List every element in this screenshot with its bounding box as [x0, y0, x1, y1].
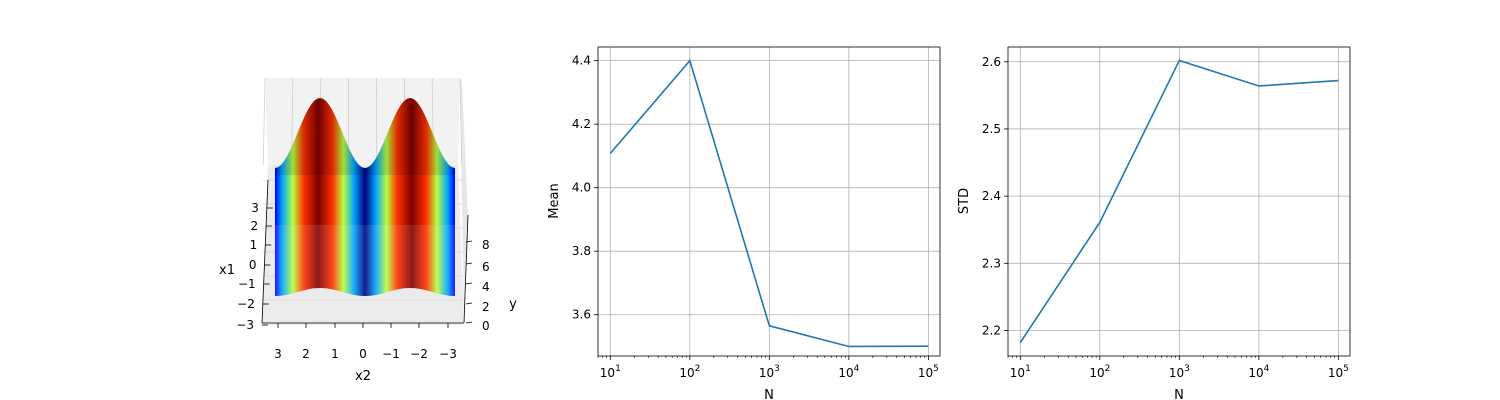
surface-3d-panel: −3 −2 −1 0 1 2 3 3 2 1 0 −1 −2 −3 0 2 4 6 8 x1 x2 y — [219, 77, 517, 384]
surface-z-tick-label: −2 — [237, 297, 255, 311]
std-x-tick-base: 10 — [1248, 366, 1263, 380]
surface-x-tick-label: −1 — [382, 347, 400, 361]
mean-y-tick-label: 3.6 — [572, 308, 591, 322]
std-x-tick-exponent: 2 — [1105, 364, 1111, 374]
mean-y-axis-label: Mean — [547, 183, 562, 218]
surface-y-tick — [465, 262, 473, 265]
surface-x-tick-label: −3 — [439, 347, 457, 361]
std-x-axis-label: N — [1174, 388, 1184, 400]
std-x-tick-base: 10 — [1010, 366, 1025, 380]
mean-y-tick-label: 4.2 — [572, 117, 591, 131]
surface-axes: −3 −2 −1 0 1 2 3 3 2 1 0 −1 −2 −3 0 2 4 6 8 — [236, 179, 490, 361]
surface-y-tick-label: 4 — [482, 280, 490, 294]
std-series-line — [1019, 59, 1339, 344]
surface-x-tick-label: 3 — [274, 347, 282, 361]
std-y-tick-label: 2.4 — [982, 189, 1001, 203]
std-gridlines — [1008, 47, 1350, 356]
surface-y-tick — [465, 321, 473, 324]
mean-x-tick-label: 102 — [679, 364, 700, 380]
surface-x-tick-label: 2 — [302, 347, 310, 361]
std-x-tick-base: 10 — [1328, 366, 1343, 380]
mean-x-tick-base: 10 — [600, 366, 615, 380]
std-x-tick-exponent: 3 — [1184, 364, 1190, 374]
std-x-tick-exponent: 1 — [1025, 364, 1031, 374]
mean-x-tick-base: 10 — [759, 366, 774, 380]
surface-back-gridline — [459, 77, 463, 166]
std-plot-frame — [1007, 46, 1351, 357]
std-x-tick-label: 105 — [1328, 364, 1349, 380]
surface-z-tick-label: 3 — [251, 201, 259, 215]
std-y-axis-label: STD — [957, 188, 972, 214]
mean-gridlines — [598, 47, 940, 356]
std-x-tick-label: 104 — [1248, 364, 1269, 380]
mean-y-tick-label: 4.4 — [572, 54, 591, 68]
mean-x-tick-exponent: 5 — [933, 364, 939, 374]
surface-y-tick-label: 0 — [482, 319, 490, 333]
mean-x-tick-label: 104 — [838, 364, 859, 380]
surface-y-tick — [465, 282, 473, 285]
x-axis-label: x2 — [355, 369, 371, 384]
surface-z-tick-label: −1 — [238, 277, 256, 291]
mean-x-tick-label: 101 — [600, 364, 621, 380]
mean-x-tick-exponent: 2 — [695, 364, 701, 374]
mean-x-axis-label: N — [764, 388, 774, 400]
surface-back-gridline — [262, 77, 266, 166]
surface-y-axis — [463, 214, 469, 324]
surface-z-tick-label: −3 — [236, 318, 254, 332]
mean-x-tick-label: 105 — [918, 364, 939, 380]
mean-x-tick-exponent: 1 — [615, 364, 621, 374]
std-x-tick-exponent: 4 — [1264, 364, 1270, 374]
std-x-tick-base: 10 — [1169, 366, 1184, 380]
std-y-tick-label: 2.2 — [982, 323, 1001, 337]
std-x-tick-exponent: 5 — [1343, 364, 1349, 374]
mean-x-tick-exponent: 4 — [854, 364, 860, 374]
surface-x-tick-label: 0 — [359, 347, 367, 361]
std-x-tick-label: 102 — [1089, 364, 1110, 380]
surface-y-tick — [465, 302, 473, 305]
y-axis-label: y — [509, 297, 517, 312]
mean-x-tick-exponent: 3 — [774, 364, 780, 374]
mean-x-tick-base: 10 — [679, 366, 694, 380]
std-x-tick-base: 10 — [1089, 366, 1104, 380]
z-axis-label: x1 — [219, 263, 235, 278]
surface-z-tick-label: 2 — [250, 219, 258, 233]
surface-z-axis — [261, 179, 269, 324]
std-x-tick-label: 103 — [1169, 364, 1190, 380]
surface-y-tick-label: 8 — [482, 238, 490, 252]
std-y-tick-label: 2.6 — [982, 55, 1001, 69]
surface-z-tick-label: 1 — [250, 238, 258, 252]
std-x-tick-label: 101 — [1010, 364, 1031, 380]
mean-y-tick-label: 4.0 — [572, 181, 591, 195]
surface-y-tick-label: 6 — [482, 260, 490, 274]
surface-highlight-bottom — [275, 225, 455, 296]
mean-x-tick-label: 103 — [759, 364, 780, 380]
std-y-tick-label: 2.3 — [982, 256, 1001, 270]
mean-x-tick-base: 10 — [838, 366, 853, 380]
mean-series-line — [609, 59, 929, 348]
surface-x-tick-label: −2 — [410, 347, 428, 361]
mean-plot-frame — [597, 46, 941, 357]
surface-z-tick-label: 0 — [249, 258, 257, 272]
mean-y-tick-label: 3.8 — [572, 244, 591, 258]
surface-x-tick-label: 1 — [331, 347, 339, 361]
surface-y-tick — [465, 240, 473, 243]
mean-x-tick-base: 10 — [918, 366, 933, 380]
std-y-tick-label: 2.5 — [982, 122, 1001, 136]
surface-y-tick-label: 2 — [482, 300, 490, 314]
